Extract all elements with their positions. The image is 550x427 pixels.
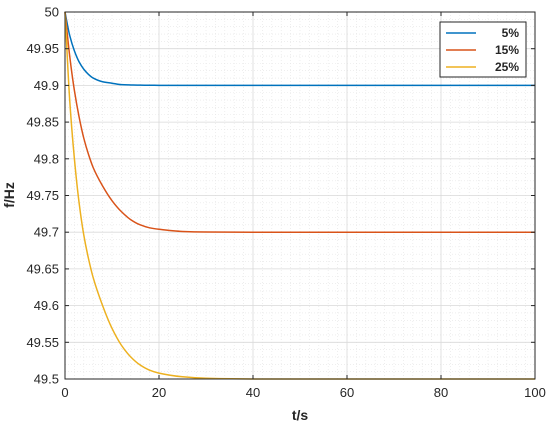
y-tick-label: 49.7 bbox=[34, 225, 59, 240]
y-tick-label: 49.6 bbox=[34, 298, 59, 313]
x-tick-label: 80 bbox=[434, 385, 448, 400]
y-tick-label: 49.5 bbox=[34, 372, 59, 387]
legend-label-2: 25% bbox=[495, 60, 519, 74]
series-line-1 bbox=[64, 11, 536, 233]
y-tick-label: 49.55 bbox=[26, 335, 59, 350]
x-axis-ticks: 0 20 40 60 80 100 bbox=[61, 12, 546, 400]
x-tick-label: 40 bbox=[246, 385, 260, 400]
y-tick-label: 49.75 bbox=[26, 188, 59, 203]
x-tick-label: 100 bbox=[524, 385, 546, 400]
y-tick-label: 49.85 bbox=[26, 115, 59, 130]
y-tick-label: 49.95 bbox=[26, 41, 59, 56]
y-tick-label: 49.65 bbox=[26, 261, 59, 276]
series-line-0 bbox=[64, 11, 535, 87]
x-tick-label: 60 bbox=[340, 385, 354, 400]
legend-label-0: 5% bbox=[502, 26, 520, 40]
x-axis-label: t/s bbox=[292, 407, 309, 423]
x-tick-label: 20 bbox=[152, 385, 166, 400]
x-tick-label: 0 bbox=[61, 385, 68, 400]
y-axis-ticks: 49.5 49.55 49.6 49.65 49.7 49.75 49.8 49.85 49.9… bbox=[26, 5, 535, 387]
legend-label-1: 15% bbox=[495, 43, 519, 57]
y-tick-label: 49.8 bbox=[34, 151, 59, 166]
y-axis-label: f/Hz bbox=[1, 182, 17, 208]
y-tick-label: 50 bbox=[45, 5, 59, 20]
legend: 5% 15% 25% bbox=[439, 21, 527, 78]
y-tick-label: 49.9 bbox=[34, 78, 59, 93]
